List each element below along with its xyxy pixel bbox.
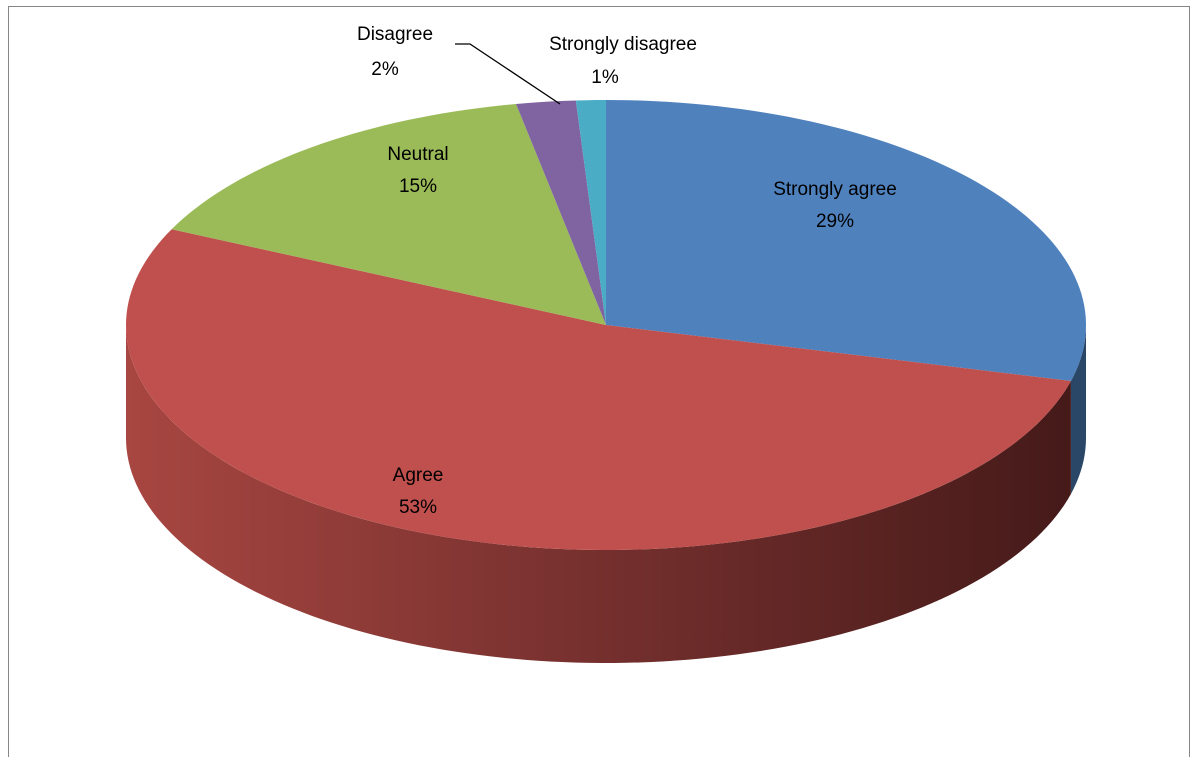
slice-side [126,325,1071,663]
pie-slice [606,100,1086,381]
pie-slice [575,100,606,325]
chart-border [8,6,1190,757]
category-label: Disagree [357,24,433,45]
category-label: Neutral [387,144,448,165]
pie-tops [126,100,1086,550]
category-label: Strongly agree [773,179,897,200]
data-labels: Strongly agree 29% Agree 53% Neutral 15% Disag… [357,24,897,518]
pie-slice [171,103,606,325]
value-label: 53% [399,497,437,518]
value-label: 2% [371,59,399,80]
value-label: 1% [591,67,619,88]
value-label: 29% [816,211,854,232]
category-label: Strongly disagree [549,34,697,55]
category-label: Agree [393,465,444,486]
pie-sides [126,325,1086,663]
slice-side [1070,325,1086,494]
pie-slice [126,229,1071,550]
pie-slice [516,100,606,325]
leader-line [455,43,561,105]
value-label: 15% [399,176,437,197]
